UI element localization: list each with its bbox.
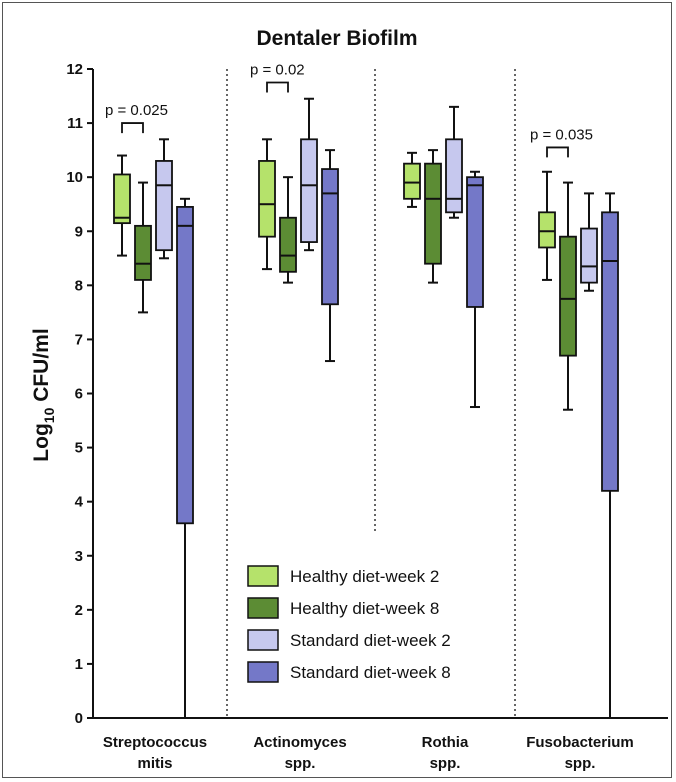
- chart-title: Dentaler Biofilm: [256, 27, 417, 50]
- legend: Healthy diet-week 2 Healthy diet-week 8 St…: [247, 565, 451, 683]
- legend-item: Standard diet-week 2: [247, 629, 451, 651]
- y-tick-label: 6: [75, 386, 83, 403]
- p-value-label: p = 0.035: [530, 126, 593, 143]
- y-axis-label: Log10 CFU/ml: [30, 328, 57, 461]
- x-category-label: spp.: [285, 755, 316, 772]
- box-plot: [559, 181, 577, 411]
- significance-bracket: [266, 81, 289, 93]
- box-plot: [321, 149, 339, 363]
- box-iqr: [321, 168, 339, 306]
- box-iqr: [279, 216, 297, 273]
- y-tick-label: 3: [75, 548, 83, 565]
- legend-label: Healthy diet-week 8: [290, 599, 439, 618]
- legend-label: Healthy diet-week 2: [290, 567, 439, 586]
- y-tick-label: 8: [75, 277, 83, 294]
- box-plot: [279, 176, 297, 284]
- box-plot: [466, 170, 484, 409]
- legend-label: Standard diet-week 2: [290, 631, 451, 650]
- x-category-label: mitis: [137, 755, 172, 772]
- legend-item: Standard diet-week 8: [247, 661, 451, 683]
- box-iqr: [580, 227, 598, 284]
- box-iqr: [538, 211, 556, 249]
- x-category-label: Streptococcus: [103, 734, 207, 751]
- box-plot: [424, 149, 442, 284]
- legend-swatch: [247, 629, 279, 651]
- x-category-label: spp.: [565, 755, 596, 772]
- box-iqr: [559, 235, 577, 357]
- p-value-label: p = 0.025: [105, 102, 168, 119]
- y-tick-label: 10: [66, 169, 83, 186]
- significance-annotation: p = 0.025: [105, 102, 168, 134]
- box-iqr: [134, 224, 152, 281]
- box-plot: [445, 105, 463, 219]
- box-plot: [155, 138, 173, 260]
- x-category-label: Rothia: [422, 734, 469, 751]
- box-plot: [580, 192, 598, 292]
- box-iqr: [601, 211, 619, 492]
- significance-annotation: p = 0.02: [250, 62, 305, 93]
- y-tick-label: 12: [66, 61, 83, 78]
- significance-annotation: p = 0.035: [530, 126, 593, 158]
- box-iqr: [300, 138, 318, 243]
- legend-item: Healthy diet-week 8: [247, 597, 439, 619]
- y-tick-label: 1: [75, 656, 83, 673]
- box-plot: [538, 170, 556, 281]
- y-tick-label: 5: [75, 440, 83, 457]
- box-plot: [113, 154, 131, 257]
- legend-item: Healthy diet-week 2: [247, 565, 439, 587]
- box-plot: [601, 192, 619, 719]
- y-tick-label: 9: [75, 223, 83, 240]
- box-plot: [403, 151, 421, 208]
- legend-swatch: [247, 565, 279, 587]
- box-iqr: [466, 176, 484, 308]
- box-iqr: [424, 162, 442, 265]
- legend-label: Standard diet-week 8: [290, 663, 451, 682]
- box-iqr: [445, 138, 463, 214]
- significance-bracket: [121, 122, 144, 134]
- box-iqr: [155, 160, 173, 252]
- box-iqr: [176, 206, 194, 525]
- y-tick-label: 11: [67, 115, 83, 132]
- y-tick-label: 0: [75, 710, 83, 727]
- box-iqr: [403, 162, 421, 200]
- legend-swatch: [247, 597, 279, 619]
- box-iqr: [113, 173, 131, 225]
- y-tick-label: 4: [75, 494, 84, 511]
- x-category-label: Actinomyces: [253, 734, 346, 751]
- p-value-label: p = 0.02: [250, 62, 305, 79]
- legend-swatch: [247, 661, 279, 683]
- box-plot: [258, 138, 276, 271]
- box-plot: [176, 197, 194, 719]
- box-plot: [134, 181, 152, 314]
- y-tick-label: 7: [75, 331, 83, 348]
- x-category-label: spp.: [430, 755, 461, 772]
- x-category-label: Fusobacterium: [526, 734, 634, 751]
- significance-bracket: [546, 146, 569, 158]
- box-iqr: [258, 160, 276, 238]
- y-tick-label: 2: [75, 602, 83, 619]
- box-plot: [300, 97, 318, 252]
